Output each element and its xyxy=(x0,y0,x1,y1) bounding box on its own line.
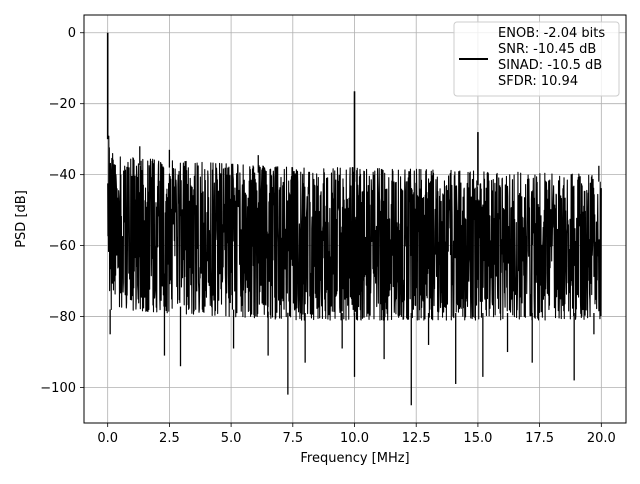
legend-entry-sinad: SINAD: -10.5 dB xyxy=(498,58,602,73)
x-tick-label-15-0: 15.0 xyxy=(463,431,492,446)
y-tick-label-40: −40 xyxy=(49,168,76,183)
data-layer xyxy=(106,32,602,406)
axes-frame xyxy=(83,14,627,424)
y-tick-label-80: −80 xyxy=(49,310,76,325)
y-axis-label: PSD [dB] xyxy=(14,190,29,248)
y-tick-label-20: −20 xyxy=(49,97,76,112)
legend-box xyxy=(453,21,620,97)
x-tick-label-5-0: 5.0 xyxy=(221,431,242,446)
legend-entry-enob: ENOB: -2.04 bits xyxy=(498,26,605,41)
legend-entry-snr: SNR: -10.45 dB xyxy=(498,42,596,57)
x-tick-label-2-5: 2.5 xyxy=(159,431,180,446)
x-tick-label-20-0: 20.0 xyxy=(587,431,616,446)
x-tick-label-10-0: 10.0 xyxy=(340,431,369,446)
x-tick-label-17-5: 17.5 xyxy=(525,431,554,446)
y-tick-label-0: 0 xyxy=(68,26,76,41)
legend-entry-sfdr: SFDR: 10.94 xyxy=(498,74,578,89)
legend: ENOB: -2.04 bits SNR: -10.45 dB SINAD: -… xyxy=(453,21,620,97)
x-tick-label-7-5: 7.5 xyxy=(282,431,303,446)
x-axis-label: Frequency [MHz] xyxy=(300,451,409,466)
x-tick-label-12-5: 12.5 xyxy=(402,431,431,446)
x-tick-label-0-0: 0.0 xyxy=(97,431,118,446)
tick-layer: 0.0 2.5 5.0 7.5 10.0 12.5 15.0 17.5 20.0 0 −20 −40 −… xyxy=(40,26,616,446)
y-tick-label-100: −100 xyxy=(40,381,76,396)
y-tick-label-60: −60 xyxy=(49,239,76,254)
